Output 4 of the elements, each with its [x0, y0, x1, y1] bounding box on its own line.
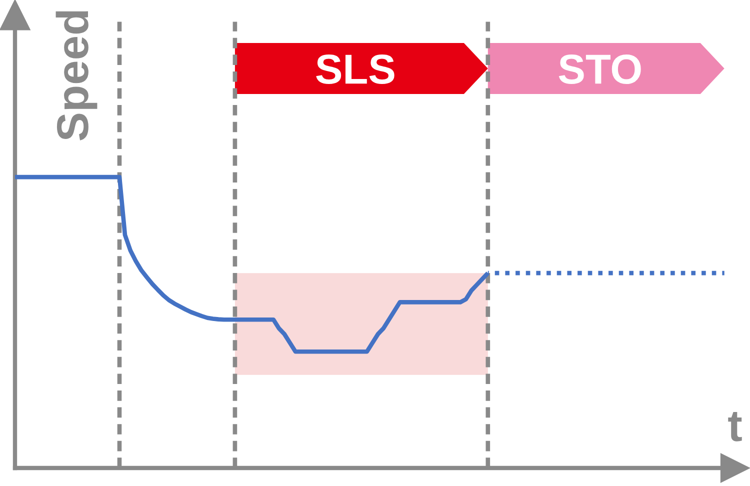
text: SLS	[316, 54, 394, 84]
x-axis-title: t	[728, 412, 742, 442]
text: STO	[558, 54, 641, 84]
y-axis-title: Speed	[56, 11, 98, 140]
